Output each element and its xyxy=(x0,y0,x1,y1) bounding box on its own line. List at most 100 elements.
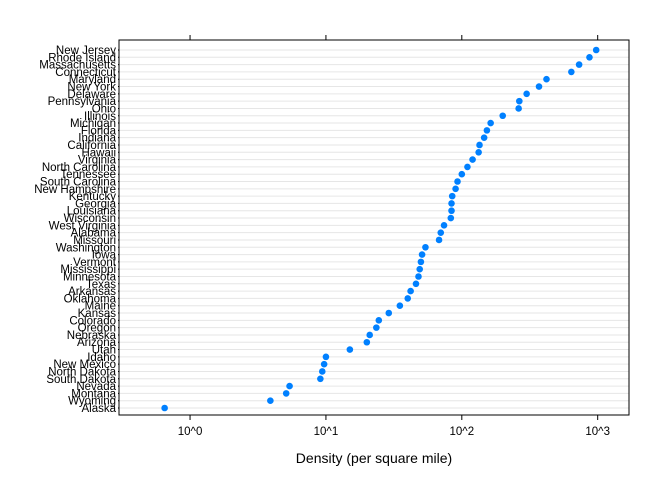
point-delaware xyxy=(523,90,530,98)
point-oregon xyxy=(373,324,380,331)
point-minnesota xyxy=(415,273,422,280)
x-tick-label-0: 10^0 xyxy=(178,426,203,438)
state-label-wisconsin: Wisconsin xyxy=(64,213,116,225)
state-label-oregon: Oregon xyxy=(78,323,116,335)
point-wyoming xyxy=(267,397,274,404)
data-points xyxy=(161,46,600,412)
state-label-ohio: Ohio xyxy=(92,103,116,115)
state-label-north-carolina: North Carolina xyxy=(42,162,117,174)
state-label-massachusetts: Massachusetts xyxy=(39,60,116,72)
state-label-new-jersey: New Jersey xyxy=(56,45,116,57)
point-pennsylvania xyxy=(516,97,523,105)
state-label-alabama: Alabama xyxy=(71,228,117,240)
x-tick-label-1: 10^1 xyxy=(314,426,339,438)
state-label-missouri: Missouri xyxy=(73,235,116,247)
state-label-washington: Washington xyxy=(56,242,116,254)
plot-panel xyxy=(118,39,630,416)
point-wisconsin xyxy=(447,214,455,222)
state-label-montana: Montana xyxy=(71,388,116,400)
point-idaho xyxy=(322,353,330,361)
state-label-delaware: Delaware xyxy=(67,89,116,101)
x-axis-title: Density (per square mile) xyxy=(296,450,452,466)
state-label-rhode-island: Rhode Island xyxy=(48,52,116,64)
point-colorado xyxy=(375,317,383,324)
state-label-maine: Maine xyxy=(85,301,116,313)
state-label-mississippi: Mississippi xyxy=(60,264,116,276)
state-label-arkansas: Arkansas xyxy=(68,286,116,298)
point-illinois xyxy=(499,112,507,120)
state-label-new-mexico: New Mexico xyxy=(53,359,116,371)
point-mississippi xyxy=(416,265,424,273)
point-louisiana xyxy=(448,207,455,215)
point-south-carolina xyxy=(454,178,461,185)
state-label-north-dakota: North Dakota xyxy=(48,366,116,378)
state-label-idaho: Idaho xyxy=(87,352,116,364)
point-montana xyxy=(282,390,290,397)
point-new-mexico xyxy=(320,360,328,368)
state-label-georgia: Georgia xyxy=(75,198,117,210)
point-north-carolina xyxy=(464,163,471,171)
state-label-indiana: Indiana xyxy=(78,133,116,145)
state-label-virginia: Virginia xyxy=(78,155,117,167)
point-rhode-island xyxy=(586,54,593,61)
state-label-alaska: Alaska xyxy=(81,403,116,415)
state-label-oklahoma: Oklahoma xyxy=(64,293,117,305)
state-label-tennessee: Tennessee xyxy=(60,169,116,181)
state-label-maryland: Maryland xyxy=(69,74,116,86)
state-label-pennsylvania: Pennsylvania xyxy=(48,96,117,108)
point-ohio xyxy=(515,105,522,112)
state-label-wyoming: Wyoming xyxy=(68,396,116,408)
state-label-south-dakota: South Dakota xyxy=(46,374,116,386)
point-maine xyxy=(396,302,404,310)
point-iowa xyxy=(418,251,426,258)
point-tennessee xyxy=(458,170,466,178)
state-label-kentucky: Kentucky xyxy=(69,191,117,203)
point-maryland xyxy=(543,75,550,83)
point-texas xyxy=(412,280,420,288)
state-label-michigan: Michigan xyxy=(70,118,116,130)
x-axis: 10^0 10^1 10^2 10^3 xyxy=(178,35,610,438)
point-indiana xyxy=(480,134,488,141)
state-label-illinois: Illinois xyxy=(84,111,116,123)
state-label-utah: Utah xyxy=(92,345,116,357)
point-south-dakota xyxy=(317,375,324,383)
state-label-arizona: Arizona xyxy=(77,337,117,349)
state-label-new-york: New York xyxy=(67,82,116,94)
state-label-iowa: Iowa xyxy=(92,250,117,262)
state-label-minnesota: Minnesota xyxy=(63,271,117,283)
point-arkansas xyxy=(407,287,414,295)
state-label-kansas: Kansas xyxy=(78,308,117,320)
point-oklahoma xyxy=(404,295,412,302)
point-kentucky xyxy=(448,192,456,200)
point-missouri xyxy=(435,236,443,244)
point-new-hampshire xyxy=(452,185,459,193)
point-hawaii xyxy=(475,148,482,156)
state-label-nebraska: Nebraska xyxy=(67,330,117,342)
state-label-hawaii: Hawaii xyxy=(81,147,116,159)
point-virginia xyxy=(469,156,476,163)
point-connecticut xyxy=(568,68,575,76)
x-tick-label-3: 10^3 xyxy=(585,426,610,438)
state-label-texas: Texas xyxy=(86,279,116,291)
state-label-california: California xyxy=(67,140,116,152)
point-new-york xyxy=(535,83,543,90)
state-label-nevada: Nevada xyxy=(76,381,116,393)
point-arizona xyxy=(363,338,371,346)
point-nebraska xyxy=(366,331,374,339)
point-washington xyxy=(422,243,429,251)
point-alabama xyxy=(437,229,445,236)
point-michigan xyxy=(487,119,494,127)
point-massachusetts xyxy=(575,61,583,68)
state-label-new-hampshire: New Hampshire xyxy=(34,184,116,196)
gridlines xyxy=(119,49,629,409)
point-west-virginia xyxy=(440,222,448,229)
point-georgia xyxy=(448,200,455,207)
point-alaska xyxy=(161,404,168,412)
state-label-louisiana: Louisiana xyxy=(67,206,117,218)
point-vermont xyxy=(417,258,425,266)
point-north-dakota xyxy=(318,368,326,375)
x-tick-label-2: 10^2 xyxy=(450,426,475,438)
state-label-colorado: Colorado xyxy=(69,315,116,327)
point-florida xyxy=(483,127,491,134)
